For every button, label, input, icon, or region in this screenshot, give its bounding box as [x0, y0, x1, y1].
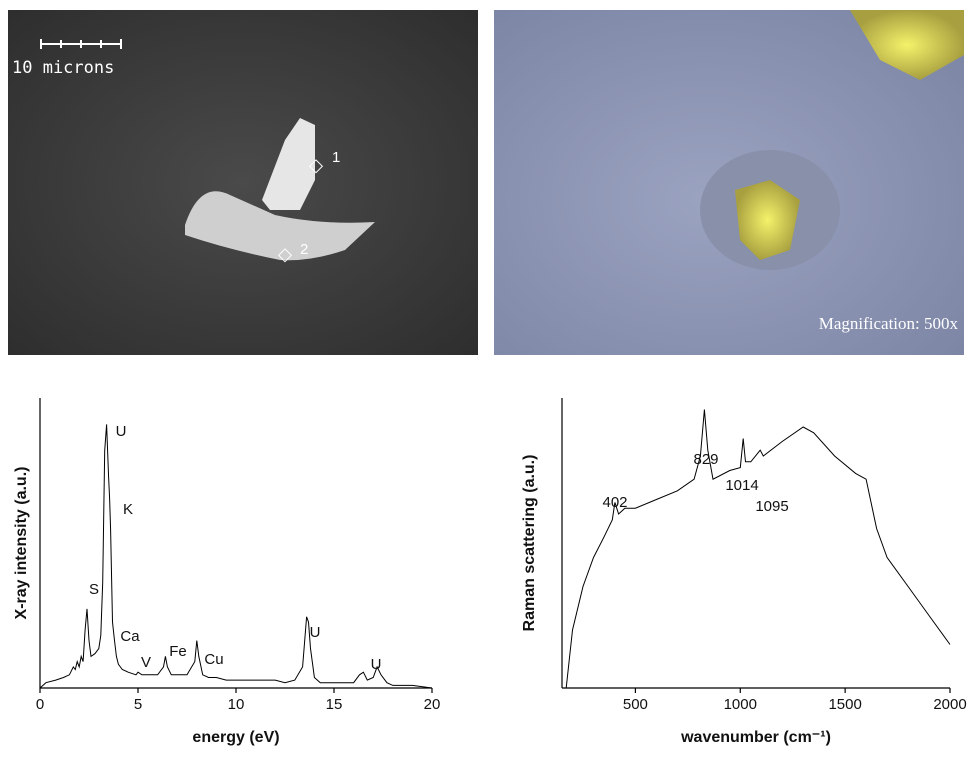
peak-annotation: U — [310, 624, 321, 641]
peak-annotation: Ca — [120, 628, 140, 645]
sem-image: 10 microns 1 2 — [8, 10, 478, 355]
x-axis-label: energy (eV) — [192, 729, 279, 746]
y-axis-label: X-ray intensity (a.u.) — [13, 467, 30, 620]
x-tick-label: 10 — [228, 696, 245, 713]
x-tick-label: 1500 — [828, 696, 861, 713]
peak-annotation: Fe — [169, 643, 187, 660]
peak-annotation: 1095 — [755, 498, 788, 515]
peak-annotation: 829 — [693, 451, 718, 468]
peak-annotation: U — [116, 423, 127, 440]
peak-annotation: U — [371, 656, 382, 673]
x-tick-label: 20 — [424, 696, 441, 713]
point-label: 1 — [332, 149, 340, 166]
x-tick-label: 500 — [623, 696, 648, 713]
caption: Magnification: 500x — [819, 314, 959, 333]
peak-annotation: V — [141, 654, 151, 671]
x-tick-label: 15 — [326, 696, 343, 713]
optical-image: Magnification: 500x — [494, 10, 964, 355]
peak-annotation: 1014 — [725, 477, 758, 494]
point-label: 2 — [300, 241, 308, 258]
x-tick-label: 5 — [134, 696, 142, 713]
y-axis-label: Raman scattering (a.u.) — [521, 455, 538, 632]
spectrum-line — [40, 424, 432, 688]
peak-annotation: 402 — [602, 494, 627, 511]
spectrum-line — [566, 410, 950, 688]
x-tick-label: 2000 — [933, 696, 966, 713]
peak-annotation: K — [123, 501, 133, 518]
x-tick-label: 0 — [36, 696, 44, 713]
peak-annotation: Cu — [204, 651, 223, 668]
peak-annotation: S — [89, 581, 99, 598]
x-axis-label: wavenumber (cm⁻¹) — [680, 729, 831, 746]
figure: 10 microns 1 2 Magnification: 500x 05101… — [0, 0, 968, 753]
scale-label: 10 microns — [12, 58, 114, 78]
x-tick-label: 1000 — [724, 696, 757, 713]
